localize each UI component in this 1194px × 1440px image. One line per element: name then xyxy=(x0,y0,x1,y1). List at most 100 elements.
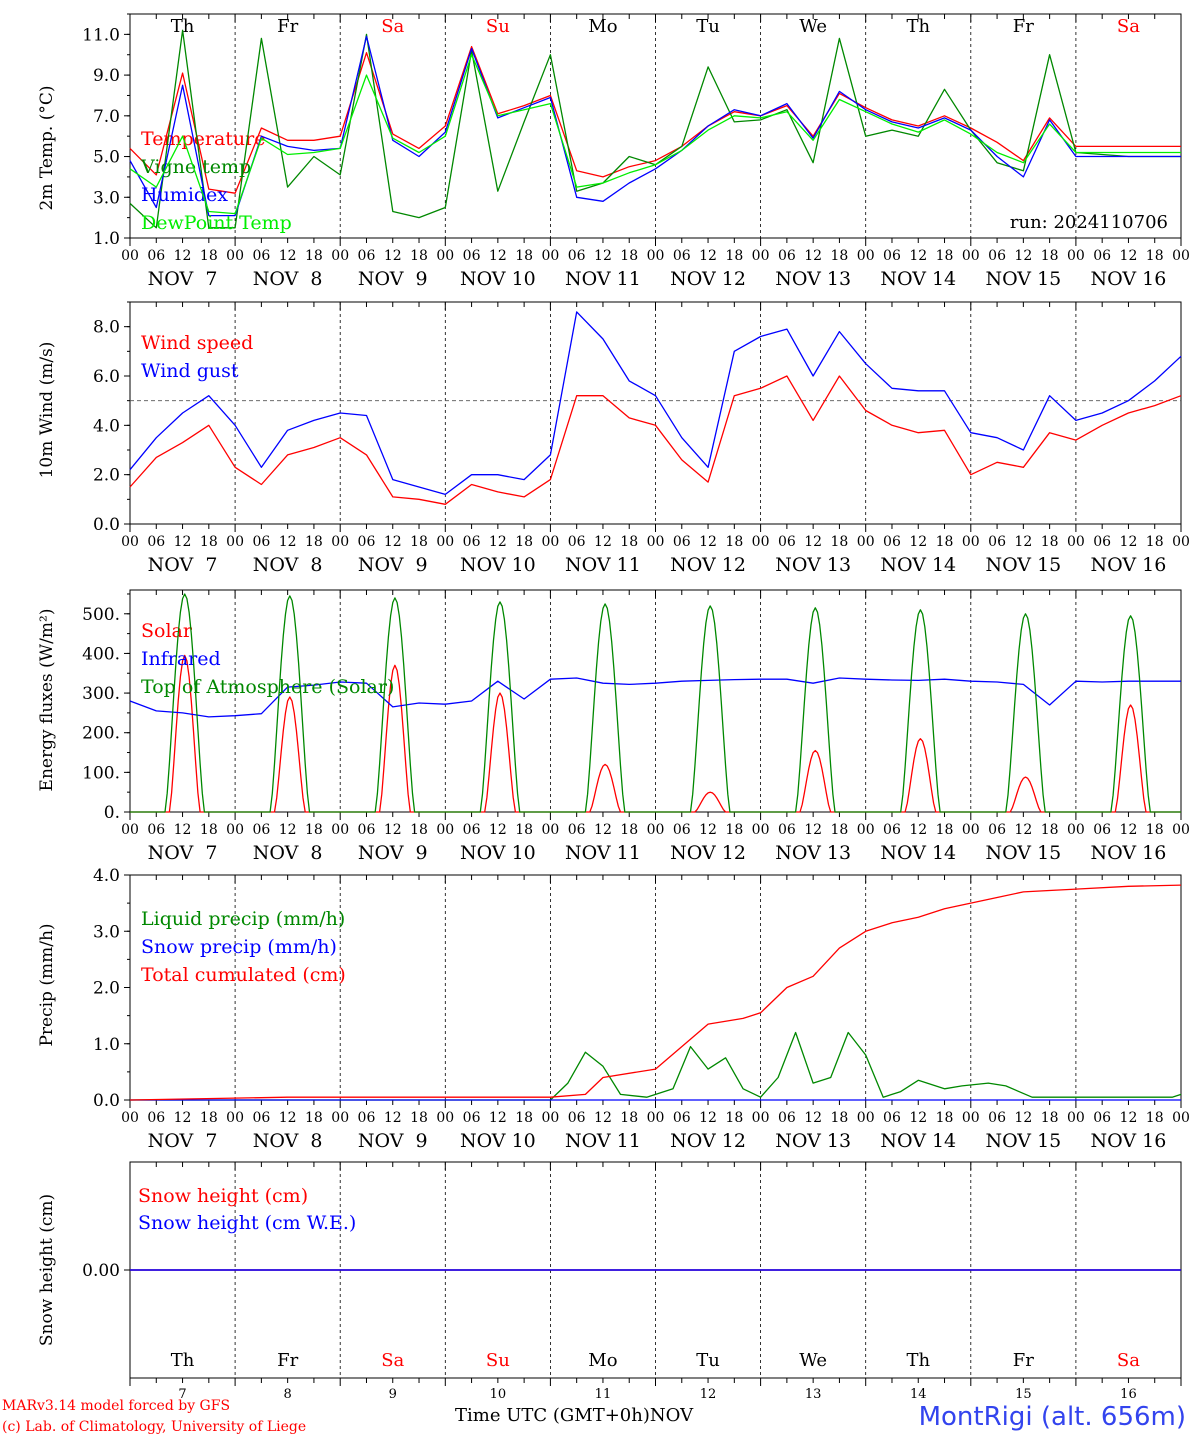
day-number: 10 xyxy=(490,1387,507,1402)
hour-label: 06 xyxy=(673,1110,691,1126)
hour-label: 00 xyxy=(752,534,770,550)
day-label: NOV 9 xyxy=(358,554,428,576)
hour-label: 06 xyxy=(883,534,901,550)
hour-label: 00 xyxy=(436,534,454,550)
hour-label: 18 xyxy=(305,1110,323,1126)
panel-5: 0.00 Snow height (cm) Snow height (cm) Snow… xyxy=(37,1161,1182,1402)
day-label: NOV 7 xyxy=(148,1130,218,1152)
hour-label: 00 xyxy=(647,248,665,264)
hour-label: 06 xyxy=(1093,534,1111,550)
y-tick-label: 1.0 xyxy=(93,229,120,249)
x-axis-month: NOV xyxy=(649,1405,694,1426)
hour-label: 00 xyxy=(226,534,244,550)
hour-label: 00 xyxy=(857,1110,875,1126)
hour-label: 12 xyxy=(489,534,507,550)
hour-label: 06 xyxy=(568,248,586,264)
hour-label: 06 xyxy=(883,822,901,838)
hour-label: 18 xyxy=(725,534,743,550)
day-label: NOV 8 xyxy=(253,554,323,576)
hour-label: 12 xyxy=(384,822,402,838)
hour-label: 12 xyxy=(279,248,297,264)
day-label: NOV 13 xyxy=(775,554,851,576)
day-label: NOV 11 xyxy=(565,1130,641,1152)
day-label: NOV 14 xyxy=(880,554,956,576)
day-label: NOV 7 xyxy=(148,842,218,864)
day-label: NOV 14 xyxy=(880,268,956,290)
day-label: NOV 12 xyxy=(670,842,746,864)
hour-label: 18 xyxy=(725,248,743,264)
day-label: NOV 7 xyxy=(148,268,218,290)
hour-label: 06 xyxy=(147,248,165,264)
hour-label: 00 xyxy=(541,248,559,264)
day-label: NOV 16 xyxy=(1091,1130,1167,1152)
hour-label: 12 xyxy=(174,822,192,838)
hour-label: 06 xyxy=(568,822,586,838)
hour-label: 06 xyxy=(988,534,1006,550)
hour-label: 00 xyxy=(121,534,139,550)
hour-label: 12 xyxy=(594,822,612,838)
hour-label: 12 xyxy=(489,248,507,264)
hour-label: 18 xyxy=(620,248,638,264)
day-number: 12 xyxy=(700,1387,717,1402)
hour-label: 00 xyxy=(331,822,349,838)
hour-label: 18 xyxy=(1146,534,1164,550)
hour-label: 06 xyxy=(778,534,796,550)
legend-entry: Snow height (cm) xyxy=(138,1185,308,1207)
hour-label: 00 xyxy=(226,822,244,838)
hour-label: 12 xyxy=(804,822,822,838)
weekday-label: Fr xyxy=(277,1350,298,1371)
hour-label: 18 xyxy=(936,534,954,550)
hour-label: 00 xyxy=(962,1110,980,1126)
hour-label: 18 xyxy=(620,822,638,838)
hour-label: 12 xyxy=(174,1110,192,1126)
hour-label: 12 xyxy=(174,248,192,264)
day-label: NOV 13 xyxy=(775,268,851,290)
hour-label: 00 xyxy=(541,534,559,550)
day-label: NOV 15 xyxy=(985,842,1061,864)
hour-label: 12 xyxy=(1014,1110,1032,1126)
hour-label: 12 xyxy=(279,1110,297,1126)
legend-entry: DewPoint Temp xyxy=(141,212,292,234)
y-tick-label: 300. xyxy=(82,684,120,704)
y-tick-label: 3.0 xyxy=(93,922,120,942)
hour-label: 00 xyxy=(121,1110,139,1126)
y-tick-label: 2.0 xyxy=(93,466,120,486)
weekday-label: Sa xyxy=(1117,1350,1140,1371)
hour-label: 18 xyxy=(936,248,954,264)
hour-label: 18 xyxy=(200,822,218,838)
hour-label: 06 xyxy=(147,822,165,838)
y-tick-label: 400. xyxy=(82,644,120,664)
hour-label: 00 xyxy=(962,822,980,838)
hour-label: 06 xyxy=(778,822,796,838)
hour-label: 18 xyxy=(620,1110,638,1126)
y-axis-label: 2m Temp. (°C) xyxy=(37,85,57,210)
panel-4: 0.0 1.0 2.0 3.0 4.0 Precip (mm/h) Liquid preci… xyxy=(37,866,1190,1152)
day-label: NOV 10 xyxy=(460,1130,536,1152)
weekday-label: Fr xyxy=(277,16,298,37)
day-label: NOV 11 xyxy=(565,842,641,864)
panel-1: 1.03.05.07.09.011.02m Temp. (°C) Temperat… xyxy=(37,13,1190,290)
day-number: 11 xyxy=(595,1387,612,1402)
series-dewpoint-temp xyxy=(129,54,1181,215)
hour-label: 18 xyxy=(410,1110,428,1126)
hour-label: 12 xyxy=(594,1110,612,1126)
hour-label: 12 xyxy=(1120,534,1138,550)
hour-label: 12 xyxy=(384,534,402,550)
hour-label: 06 xyxy=(358,1110,376,1126)
hour-label: 00 xyxy=(226,248,244,264)
hour-label: 12 xyxy=(699,248,717,264)
hour-label: 00 xyxy=(1172,534,1190,550)
hour-label: 12 xyxy=(279,534,297,550)
y-tick-label: 0. xyxy=(104,803,120,823)
weekday-label: Sa xyxy=(1117,16,1140,37)
hour-label: 00 xyxy=(121,248,139,264)
y-tick-label: 0.0 xyxy=(93,1091,120,1111)
hour-label: 18 xyxy=(725,822,743,838)
hour-label: 00 xyxy=(331,1110,349,1126)
hour-label: 00 xyxy=(647,822,665,838)
y-tick-label: 0.00 xyxy=(82,1261,120,1281)
hour-label: 06 xyxy=(463,534,481,550)
hour-label: 18 xyxy=(515,534,533,550)
hour-label: 06 xyxy=(673,822,691,838)
